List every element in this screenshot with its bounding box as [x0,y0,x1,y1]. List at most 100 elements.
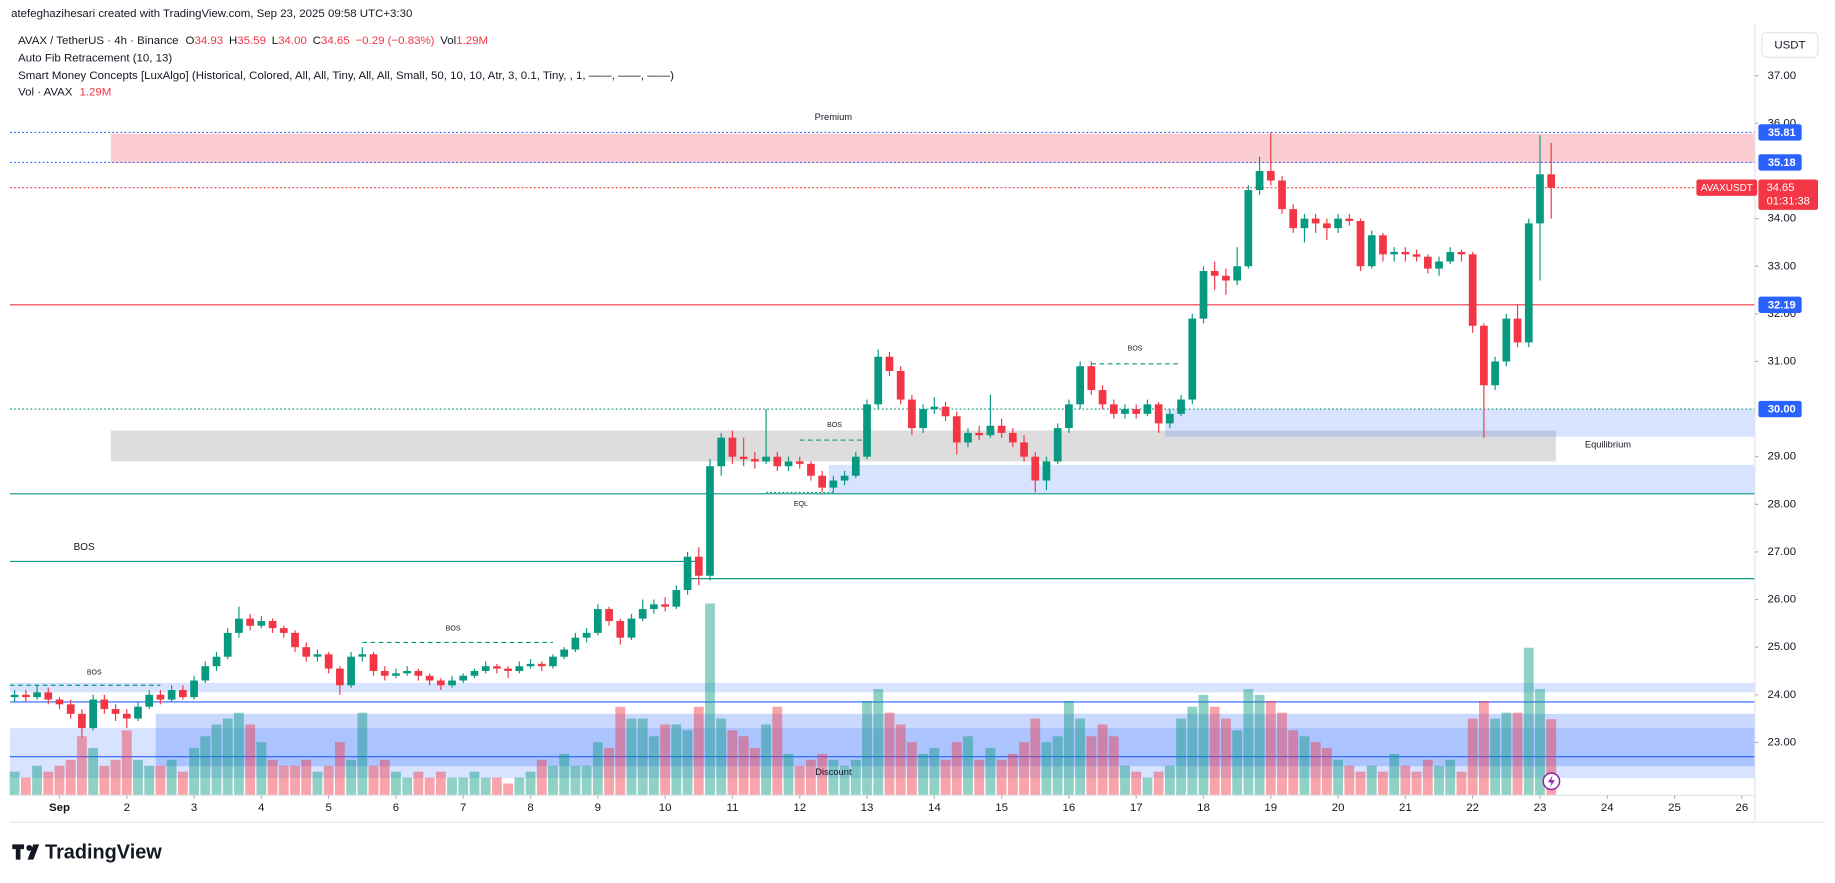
volume-bar [1108,736,1119,796]
candle-body [1278,180,1286,210]
candle-body [1222,275,1230,281]
volume-bar [267,759,278,796]
candle-body [414,670,423,676]
candle-body [257,620,266,626]
volume-bar [480,777,491,796]
candle-body [459,675,468,681]
last-price-tag [1758,179,1819,210]
volume-bar [1198,694,1209,796]
volume-bar [77,736,87,796]
candle-body [1457,251,1466,255]
candle-body [717,437,726,467]
candle-body [1468,254,1477,326]
volume-bar [323,765,334,796]
candle-body [840,475,849,481]
volume-bar [895,724,906,796]
volume-bar [155,765,166,796]
candle-body [1008,432,1017,443]
zone [155,713,1755,767]
zone [1165,409,1755,437]
volume-bar [189,748,199,796]
x-tick-label: 26 [1735,802,1748,814]
candle-body [762,456,770,462]
volume-bar [245,724,256,796]
levels [9,131,1755,758]
volume-bar [110,759,121,796]
volume-bar [749,748,760,796]
currency-label[interactable]: USDT [1774,40,1805,52]
candle-body [863,404,871,457]
candle-body [706,466,714,576]
y-tick-label: 24.00 [1767,689,1796,701]
candle-body [1031,456,1040,481]
candle-body [1356,221,1365,267]
y-tick-label: 26.00 [1767,594,1796,606]
symbol: AVAX / TetherUS · 4h · Binance [18,35,178,47]
volume-bar [1086,736,1097,796]
x-tick-label: 25 [1668,802,1681,814]
volume-bar [660,724,671,796]
volume-bar [671,724,682,796]
volume-bar [177,771,188,796]
price-tag-label: 35.81 [1768,127,1796,139]
volume-bar [637,718,648,796]
vol-indicator-name: Vol · AVAX [18,86,73,98]
candle-body [593,609,602,633]
ohlc-key: O [186,35,195,47]
volume-bar [1321,748,1332,796]
volume-bar [581,765,592,796]
candle-body [33,692,41,698]
candle-body [571,637,580,650]
x-tick-label: 8 [527,802,533,814]
candle-body [1300,218,1309,229]
volume-bar [1019,742,1029,796]
candle-body [919,409,927,429]
indicator: Auto Fib Retracement (10, 13) [18,53,172,65]
volume-bar [738,736,749,796]
volume-bar [906,742,917,796]
candle-body [1390,251,1399,255]
volume-bar [1176,718,1186,796]
volume-bar [458,777,469,796]
y-tick-label: 34.00 [1767,213,1796,225]
volume-bar [929,748,940,796]
volume-bar [166,759,177,796]
alert-icon[interactable] [1542,772,1561,791]
volume-bar [469,771,480,796]
volume-bar [234,712,244,796]
volume-bar [951,742,962,796]
x-tick-label: 22 [1466,802,1479,814]
candle-body [941,406,950,417]
x-tick-label: 12 [793,802,806,814]
x-tick-label: 5 [325,802,331,814]
candle-body [515,666,524,671]
candle-body [403,670,412,674]
currency-button[interactable] [1761,32,1819,58]
x-tick-label: 17 [1130,802,1143,814]
volume-bar [32,765,42,796]
candle-body [1020,442,1028,457]
volume-bar [1288,730,1299,796]
candle-body [436,680,445,686]
volume-bar [88,748,99,796]
x-tick-label: 21 [1399,802,1412,814]
candle-body [751,459,759,462]
volume-bar [402,777,413,796]
volume-bar [1142,777,1153,796]
candle-body [1502,318,1511,362]
price-tag [1758,296,1802,313]
y-tick-label: 23.00 [1767,736,1796,748]
y-tick-label: 31.00 [1767,356,1796,368]
vol-value: 1.29M [456,35,488,47]
volume-bar [1467,718,1478,796]
volume-bar [1209,706,1220,796]
candle-body [1143,404,1152,414]
candle-body [313,654,322,657]
volume-bar [1355,771,1366,796]
candle-body [1334,218,1342,229]
candle-body [66,704,75,714]
alert-bolt[interactable] [1547,775,1555,788]
candle-body [134,706,142,719]
candle-body [694,556,703,576]
